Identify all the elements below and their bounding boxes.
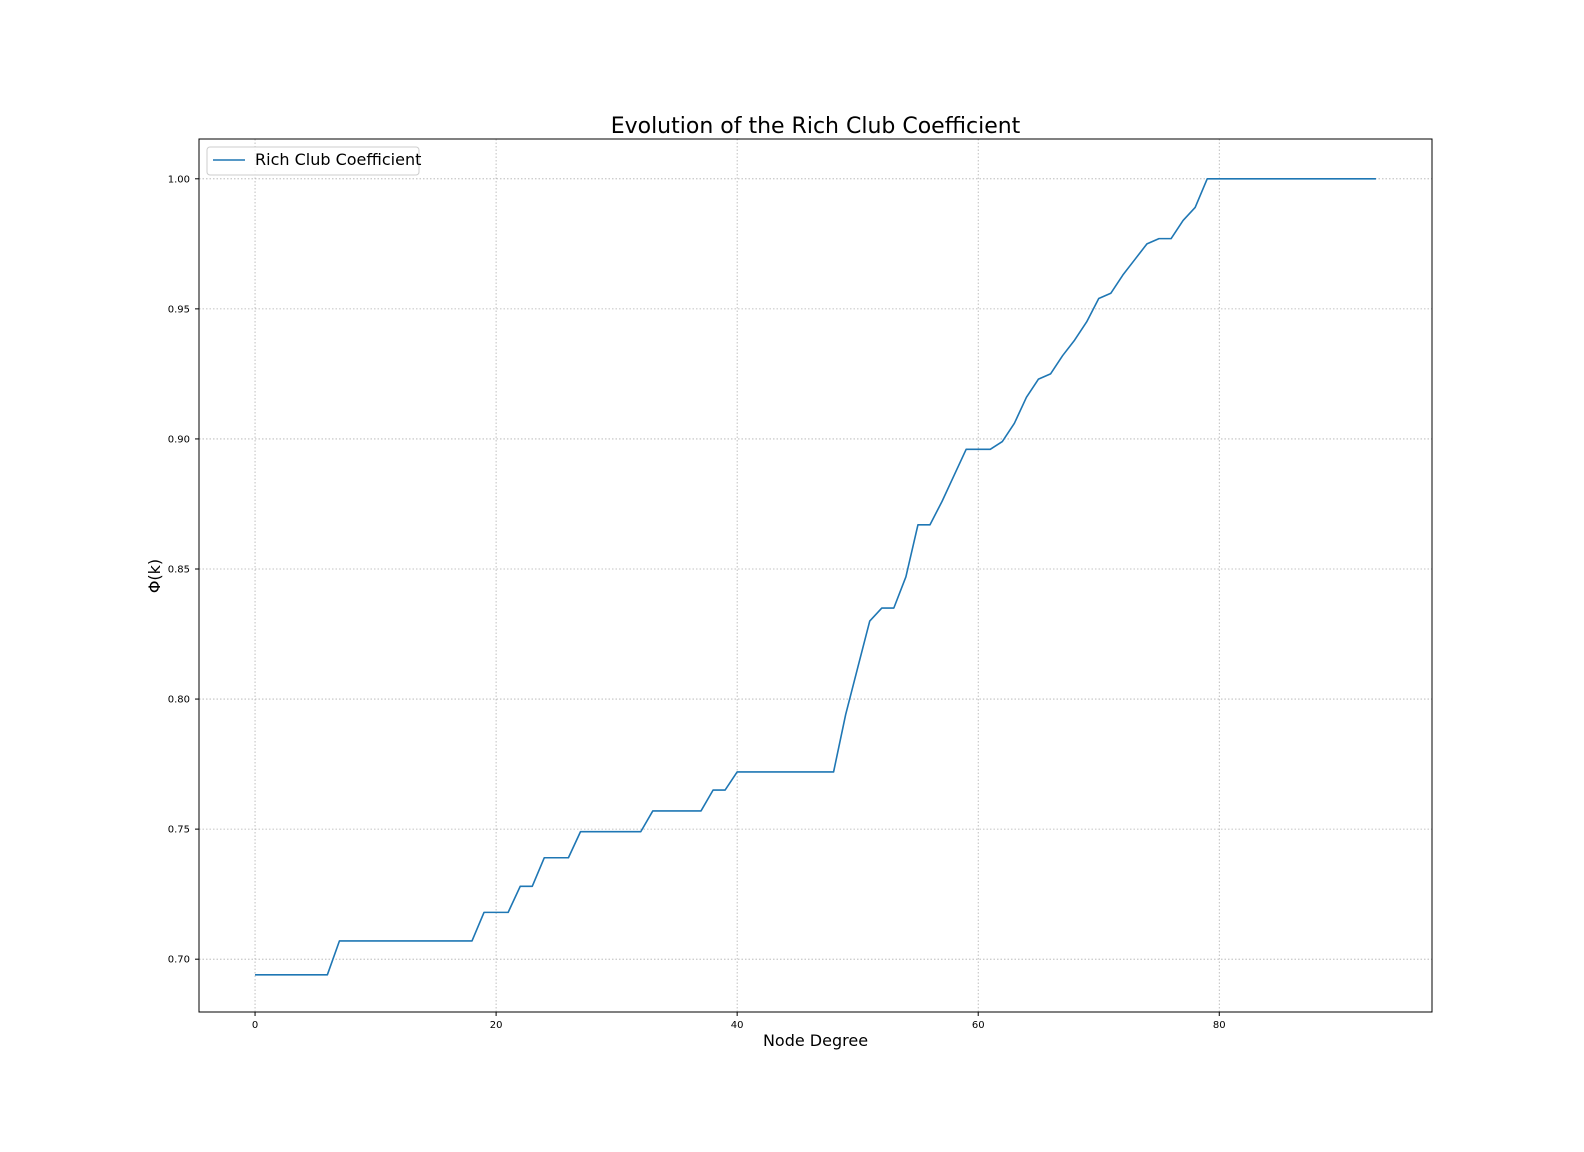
y-axis-label: Φ(k) — [145, 559, 164, 593]
x-tick-label: 80 — [1213, 1020, 1226, 1031]
series-layer — [255, 178, 1376, 976]
legend-label: Rich Club Coefficient — [255, 150, 421, 169]
y-tick-label: 0.80 — [168, 695, 190, 706]
legend: Rich Club Coefficient — [206, 146, 421, 176]
chart-title: Evolution of the Rich Club Coefficient — [611, 114, 1021, 139]
x-tick-label: 60 — [972, 1020, 985, 1031]
series-line-rich-club-coefficient — [255, 178, 1376, 976]
tick-layer: 0 20 40 60 80 0.70 0.75 0.80 0.85 0.90 0.95 1.00 — [168, 174, 1226, 1031]
y-tick-label: 0.85 — [168, 564, 190, 575]
x-tick-label: 20 — [490, 1020, 503, 1031]
y-tick-label: 1.00 — [168, 174, 190, 185]
x-tick-label: 0 — [252, 1020, 258, 1031]
plot-frame — [198, 138, 1433, 1013]
x-tick-label: 40 — [731, 1020, 744, 1031]
y-tick-label: 0.75 — [168, 825, 190, 836]
legend-box — [206, 146, 420, 176]
y-tick-label: 0.90 — [168, 434, 190, 445]
x-axis-label: Node Degree — [763, 1031, 868, 1050]
y-tick-label: 0.70 — [168, 955, 190, 966]
grid-layer — [199, 139, 1432, 1012]
y-tick-label: 0.95 — [168, 304, 190, 315]
